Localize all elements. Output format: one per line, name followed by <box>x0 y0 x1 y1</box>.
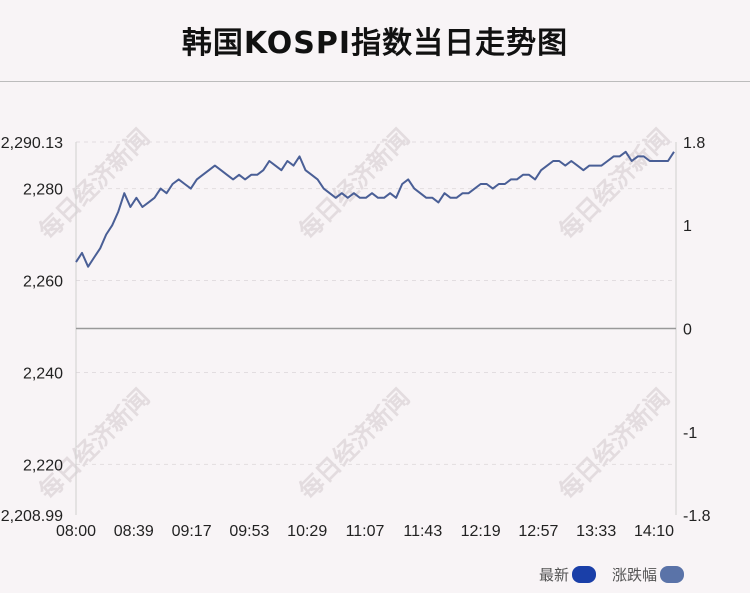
x-tick-label: 09:17 <box>172 523 212 540</box>
y-left-tick-label: 2,280 <box>23 182 63 199</box>
x-tick-label: 14:10 <box>634 523 674 540</box>
y-left-tick-label: 2,290.13 <box>1 135 63 152</box>
watermark-text: 每日经济新闻 <box>294 384 416 506</box>
series-line-latest <box>75 150 675 268</box>
y-left-tick-label: 2,240 <box>23 365 63 382</box>
legend-label-change: 涨跌幅 <box>611 565 657 584</box>
x-tick-label: 11:07 <box>346 523 385 540</box>
watermark-text: 每日经济新闻 <box>554 384 676 506</box>
y-right-tick-label: 1 <box>683 218 692 235</box>
x-tick-label: 10:29 <box>287 523 327 540</box>
legend-swatch-change <box>660 565 684 583</box>
legend-label-latest: 最新 <box>538 565 569 584</box>
tick-layer: 2,290.13 2,280 2,260 2,240 2,220 2,208.99 1.8 1… <box>1 135 711 540</box>
legend-item-latest[interactable]: 最新 <box>539 564 596 585</box>
y-left-tick-label: 2,208.99 <box>1 508 63 525</box>
y-right-tick-label: -1 <box>683 425 697 442</box>
y-left-tick-label: 2,220 <box>23 457 63 474</box>
axes-layer <box>75 142 677 515</box>
x-tick-label: 08:39 <box>114 523 154 540</box>
legend-item-change[interactable]: 涨跌幅 <box>612 564 684 585</box>
series-layer <box>75 150 675 268</box>
x-tick-label: 12:57 <box>518 523 558 540</box>
legend: 最新 涨跌幅 <box>523 564 684 584</box>
legend-swatch-latest <box>571 565 596 583</box>
chart-title: 韩国KOSPI指数当日走势图 <box>181 26 569 61</box>
grid-layer <box>76 141 676 465</box>
x-tick-label: 11:43 <box>403 523 442 540</box>
x-tick-label: 09:53 <box>229 523 269 540</box>
y-left-tick-label: 2,260 <box>23 274 63 291</box>
x-tick-label: 08:00 <box>56 523 96 540</box>
y-right-tick-label: 0 <box>683 322 692 339</box>
watermark-text: 每日经济新闻 <box>34 384 156 506</box>
title-divider <box>0 81 750 82</box>
x-tick-label: 12:19 <box>461 523 501 540</box>
y-right-tick-label: 1.8 <box>683 135 705 152</box>
x-tick-label: 13:33 <box>576 523 616 540</box>
y-right-tick-label: -1.8 <box>683 508 711 525</box>
